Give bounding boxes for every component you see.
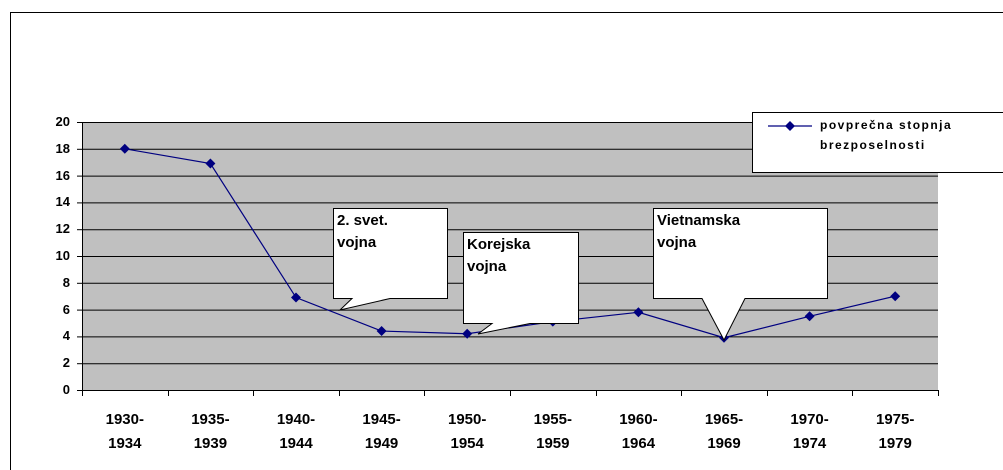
- x-tick-label: 1970- 1974: [790, 411, 829, 452]
- x-tick-label: 1955- 1959: [533, 411, 572, 452]
- y-tick-label: 2: [62, 355, 70, 371]
- y-tick-label: 6: [62, 301, 70, 317]
- y-tick-label: 4: [62, 328, 70, 344]
- y-tick-label: 10: [55, 248, 70, 263]
- x-tick-label: 1960- 1964: [619, 411, 658, 452]
- y-tick-label: 12: [55, 221, 70, 237]
- data-point: [890, 291, 901, 302]
- callout-box: [653, 208, 828, 342]
- x-tick-label: 1930- 1934: [105, 411, 144, 452]
- data-point: [205, 158, 216, 169]
- legend-label: povprečna stopnja brezposelnosti: [820, 118, 953, 152]
- x-tick-label: 1975- 1979: [876, 411, 915, 452]
- y-tick-label: 8: [62, 274, 70, 290]
- x-tick-label: 1950- 1954: [448, 411, 487, 452]
- legend-marker: [785, 121, 795, 131]
- data-point: [462, 328, 473, 339]
- y-tick-label: 20: [55, 114, 70, 129]
- y-tick-label: 14: [55, 194, 70, 210]
- x-tick-label: 1965- 1969: [704, 411, 744, 452]
- data-point: [804, 311, 815, 322]
- y-tick-label: 16: [55, 167, 70, 183]
- annotation: Korejska vojna: [467, 236, 531, 275]
- data-point: [119, 143, 130, 154]
- x-tick-label: 1935- 1939: [191, 411, 230, 452]
- x-tick-label: 1940- 1944: [276, 411, 316, 452]
- callout-box: [333, 208, 448, 311]
- annotation: Vietnamska vojna: [657, 212, 741, 251]
- data-point: [633, 307, 644, 318]
- callout-box: [463, 232, 579, 335]
- x-tick-label: 1945- 1949: [362, 411, 401, 452]
- y-tick-label: 18: [55, 140, 70, 156]
- y-tick-label: 0: [62, 382, 70, 397]
- data-point: [376, 326, 387, 337]
- legend-box: [752, 112, 1003, 173]
- annotation: 2. svet. vojna: [337, 212, 388, 251]
- data-point: [291, 292, 301, 303]
